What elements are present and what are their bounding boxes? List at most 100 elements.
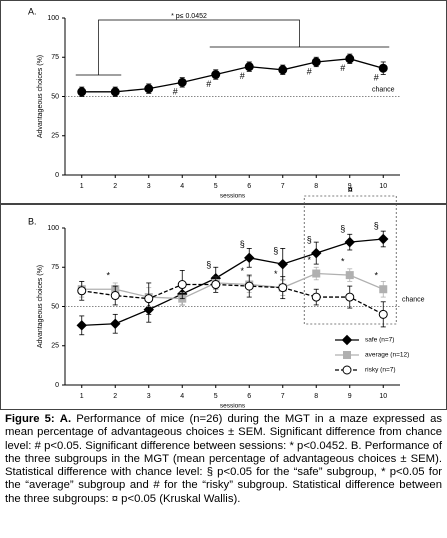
series-line [81,58,384,93]
x-tick-label: 8 [314,183,318,190]
significance-mark: § [307,234,312,244]
x-tick-label: 3 [147,183,151,190]
point [77,286,87,296]
x-tick-label: 2 [113,183,117,190]
series-line [81,238,384,326]
x-tick-label: 10 [379,393,387,400]
point [311,247,322,259]
point [379,285,388,294]
point [345,271,354,280]
significance-mark: # [307,66,312,76]
point [277,258,288,270]
point [278,283,288,293]
series-line [81,272,384,300]
point [345,292,355,302]
panel-label: A. [59,413,72,425]
point [312,269,321,278]
legend-marker [343,351,351,359]
x-axis-label: sessions [220,403,246,410]
legend-marker [342,365,352,375]
point [244,281,254,291]
point [144,294,154,304]
x-tick-label: 9 [348,183,352,190]
significance-mark: * [274,269,278,279]
y-tick-label: 75 [51,54,59,61]
bracket [98,19,300,75]
point [177,77,187,87]
x-tick-label: 6 [247,183,251,190]
x-tick-label: 1 [80,183,84,190]
chance-label: chance [402,296,425,303]
point [311,292,321,302]
x-tick-label: 7 [281,393,285,400]
point [211,280,221,290]
point [244,62,254,72]
panel-frame [0,204,447,410]
point [311,57,321,67]
significance-mark: § [374,220,379,230]
group-box [303,195,397,325]
point [378,309,388,319]
point [345,54,355,64]
significance-mark: § [240,239,245,249]
point [76,320,87,331]
y-tick-label: 50 [51,93,59,100]
significance-mark: § [340,224,345,234]
significance-mark: # [206,79,211,89]
y-tick-label: 75 [51,264,59,271]
legend-label: average (n=12) [365,352,409,359]
x-tick-label: 1 [80,393,84,400]
significance-mark: § [206,260,211,270]
significance-mark: * [307,255,311,265]
significance-mark: * [374,271,378,281]
point [278,65,288,75]
x-tick-label: 2 [113,393,117,400]
point [144,84,154,94]
point [211,70,221,80]
chance-label: chance [372,86,395,93]
y-tick-label: 0 [55,382,59,389]
significance-mark: # [173,87,178,97]
box-label: ¤ [348,184,353,194]
point [378,63,388,73]
panel-label: A. [28,6,37,16]
x-tick-label: 8 [314,393,318,400]
point [344,236,355,248]
significance-mark: § [273,245,278,255]
point [378,233,389,245]
panel-label: B. [28,216,37,226]
x-tick-label: 9 [348,393,352,400]
legend-marker [341,334,353,346]
x-tick-label: 4 [180,393,184,400]
point [177,280,187,290]
significance-mark: * [240,266,244,276]
point [244,252,255,264]
point [110,291,120,301]
x-tick-label: 5 [214,183,218,190]
caption: Figure 5: A. Performance of mice (n=26) … [5,413,442,506]
significance-mark: # [240,71,245,81]
x-tick-label: 10 [379,183,387,190]
panel-frame [0,0,447,204]
point [77,87,87,97]
x-tick-label: 6 [247,393,251,400]
significance-mark: # [340,63,345,73]
y-axis-label: Advantageous choices (%) [37,55,44,138]
x-axis-label: sessions [220,193,246,200]
bracket-label: * p≤ 0.0452 [171,13,207,20]
y-tick-label: 0 [55,172,59,179]
legend-label: risky (n=7) [365,367,396,374]
y-tick-label: 50 [51,303,59,310]
y-tick-label: 25 [51,133,59,140]
caption-text: Performance of mice (n=26) during the MG… [5,413,443,505]
y-tick-label: 100 [47,15,59,22]
x-tick-label: 5 [214,393,218,400]
x-tick-label: 4 [180,183,184,190]
series-line [81,283,384,315]
x-tick-label: 7 [281,183,285,190]
point [110,318,121,329]
figure-label: Figure 5: [5,413,55,425]
significance-mark: * [106,271,110,281]
